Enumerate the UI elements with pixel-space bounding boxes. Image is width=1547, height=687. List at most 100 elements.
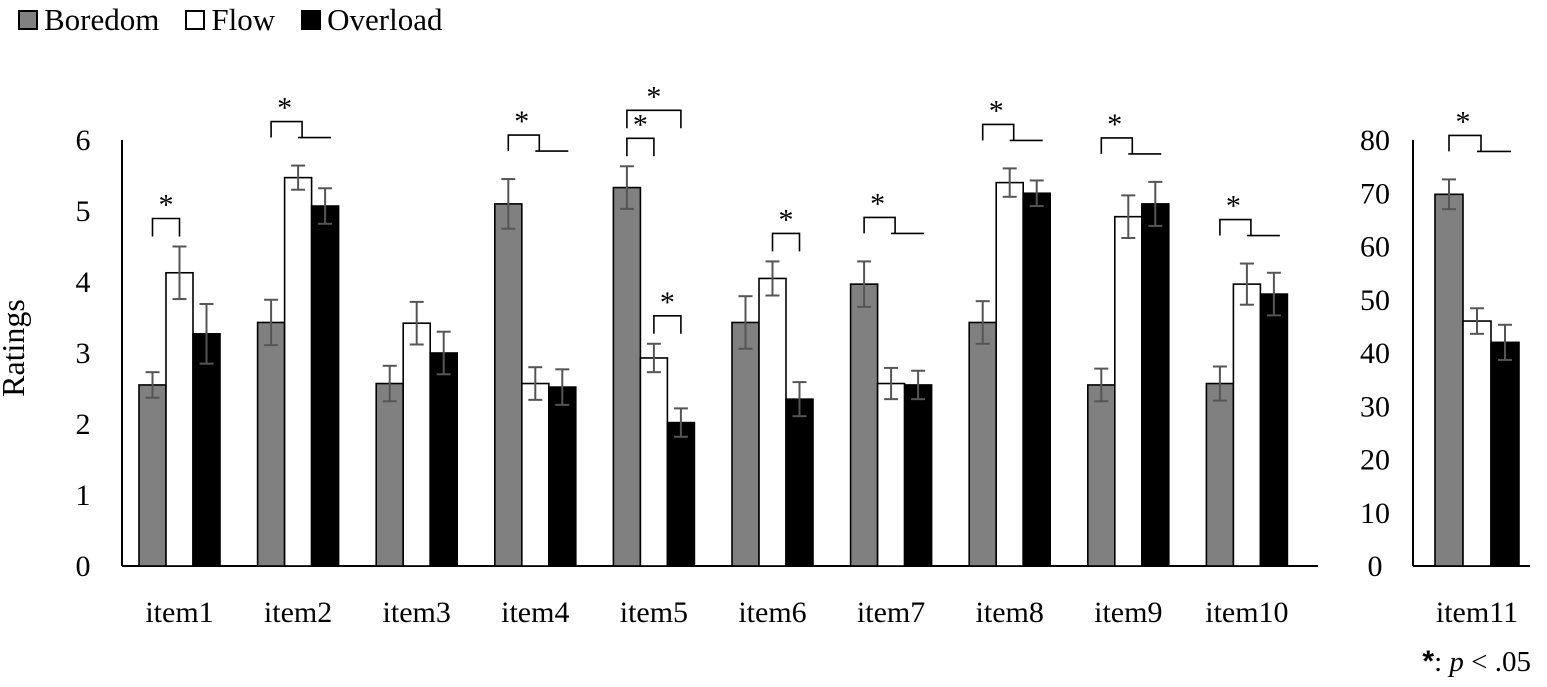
y-tick-label: 10 <box>1360 497 1390 530</box>
legend-item-boredom: Boredom <box>18 2 159 38</box>
y-tick-label: 0 <box>76 550 91 583</box>
significance-bracket-item7 <box>863 216 925 235</box>
error-bar-item6-boredom <box>738 295 753 350</box>
y-tick-label: 40 <box>1360 337 1390 370</box>
x-tick-label-item5: item5 <box>620 596 688 629</box>
footnote-star: * <box>1422 645 1435 678</box>
error-bar-item2-overload <box>318 187 333 225</box>
error-bar-item3-boredom <box>382 364 397 403</box>
y-tick-label: 3 <box>76 337 91 370</box>
y-tick-label: 5 <box>76 195 91 228</box>
bar-item9-overload <box>1141 203 1170 567</box>
x-tick-label-item3: item3 <box>383 596 451 629</box>
bar-item8-boredom <box>968 321 998 567</box>
bar-item10-overload <box>1259 293 1289 567</box>
significance-star-item6: * <box>779 203 794 236</box>
y-tick-label: 80 <box>1360 124 1390 157</box>
legend-item-flow: Flow <box>185 2 275 38</box>
significance-star-item5: * <box>660 286 675 319</box>
bar-item5-overload <box>666 421 696 567</box>
x-tick-label-item8: item8 <box>976 596 1044 629</box>
error-bar-item10-boredom <box>1212 365 1227 402</box>
bar-item10-flow <box>1232 283 1262 567</box>
x-tick-label-item6: item6 <box>738 596 806 629</box>
y-tick-label: 50 <box>1360 284 1390 317</box>
significance-bracket-item8 <box>981 123 1043 142</box>
significance-star-item1: * <box>159 189 174 222</box>
legend-swatch-boredom <box>18 10 38 30</box>
error-bar-item9-overload <box>1148 180 1163 227</box>
error-bar-item3-flow <box>409 300 424 346</box>
significance-star-item8: * <box>989 94 1004 127</box>
error-bar-item4-overload <box>555 368 570 406</box>
error-bar-item7-flow <box>884 366 899 401</box>
error-bar-item7-overload <box>911 369 926 401</box>
bar-item4-boredom <box>493 203 523 567</box>
x-tick-label-item1: item1 <box>145 596 213 629</box>
chart-panel-items-1-10: 0 1 2 3 4 5 6 Ratings item1 item2 item3 item4 item5 i… <box>0 80 1318 629</box>
legend-label-overload: Overload <box>327 2 443 37</box>
error-bar-item11-boredom <box>1442 178 1456 211</box>
error-bar-item9-flow <box>1121 194 1136 239</box>
significance-bracket-item2 <box>270 120 332 139</box>
bar-item3-overload <box>429 352 459 567</box>
error-bar-item1-overload <box>199 303 214 365</box>
y-tick-label: 4 <box>76 266 91 299</box>
error-bar-item5-overload <box>673 407 688 438</box>
significance-bracket-item1 <box>151 217 181 237</box>
bar-item5-flow <box>639 357 669 567</box>
footnote-p: p <box>1449 646 1464 678</box>
significance-bracket-item11 <box>1448 134 1511 153</box>
significance-bracket-item9 <box>1100 137 1162 155</box>
error-bar-item9-boredom <box>1094 367 1109 403</box>
error-bar-item4-flow <box>528 366 543 401</box>
legend: Boredom Flow Overload <box>18 2 468 38</box>
significance-bracket-item10 <box>1219 218 1280 237</box>
error-bar-item11-overload <box>1498 323 1512 361</box>
bar-item1-flow <box>165 271 194 567</box>
bar-item4-flow <box>520 382 550 567</box>
significance-star-item7: * <box>870 187 885 220</box>
bar-item3-boredom <box>375 382 405 567</box>
bar-item8-flow <box>995 181 1025 567</box>
x-tick-label-item4: item4 <box>501 596 569 629</box>
significance-bracket-item6 <box>771 232 801 252</box>
bar-item6-boredom <box>731 321 760 567</box>
legend-label-flow: Flow <box>211 2 276 37</box>
y-tick-label: 0 <box>1368 550 1383 583</box>
error-bar-item2-flow <box>291 164 306 191</box>
bar-item3-flow <box>402 322 432 567</box>
significance-bracket-item4 <box>507 134 569 152</box>
bar-item9-boredom <box>1087 384 1116 567</box>
error-bar-item6-flow <box>765 260 780 297</box>
significance-star-item2: * <box>277 92 292 125</box>
bar-item5-boredom <box>612 186 642 567</box>
error-bar-item8-boredom <box>975 300 990 345</box>
significance-bracket-item5 <box>626 109 682 129</box>
y-tick-label: 70 <box>1360 177 1390 210</box>
error-bar-item2-boredom <box>264 298 279 347</box>
error-bar-item1-boredom <box>145 371 160 399</box>
bar-item8-overload <box>1022 192 1052 567</box>
legend-swatch-overload <box>301 10 322 30</box>
significance-footnote: *: p < .05 <box>1422 645 1531 679</box>
error-bar-item3-overload <box>436 330 451 376</box>
error-bar-item7-boredom <box>857 260 872 308</box>
error-bar-item1-flow <box>172 245 187 301</box>
footnote-threshold: < .05 <box>1471 646 1531 678</box>
bar-item1-overload <box>192 333 221 567</box>
significance-star-item11: * <box>1456 105 1471 138</box>
x-tick-label-item2: item2 <box>264 596 332 629</box>
error-bar-item11-flow <box>1470 307 1484 335</box>
bar-item11-overload <box>1490 341 1520 567</box>
bar-item4-overload <box>547 386 577 567</box>
significance-star-item9: * <box>1107 108 1122 141</box>
bar-item6-overload <box>785 398 814 567</box>
y-axis-title: Ratings <box>0 299 31 397</box>
legend-swatch-flow <box>185 10 206 30</box>
error-bar-item5-flow <box>646 342 661 374</box>
bar-item7-boredom <box>849 283 879 567</box>
error-bar-item6-overload <box>792 381 807 418</box>
y-tick-label: 60 <box>1360 231 1390 264</box>
